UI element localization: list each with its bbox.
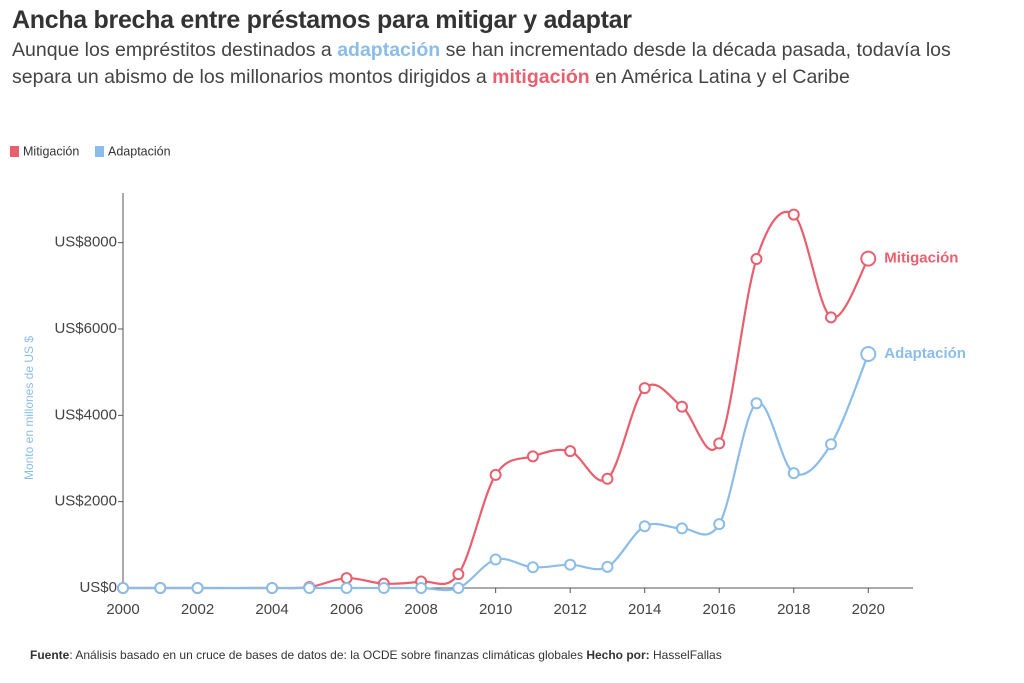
data-point	[526, 561, 539, 574]
data-point	[117, 582, 129, 594]
footer: Fuente: Análisis basado en un cruce de b…	[30, 648, 722, 662]
x-tick-label: 2000	[106, 601, 139, 618]
source-label: Fuente	[30, 648, 70, 662]
data-point	[713, 518, 726, 531]
data-point	[713, 437, 726, 450]
data-point	[564, 558, 577, 571]
y-tick-label: US$4000	[54, 406, 117, 423]
data-point	[266, 582, 279, 594]
data-point	[825, 438, 838, 451]
data-point	[415, 582, 428, 594]
legend-swatch	[95, 146, 104, 157]
subtitle-highlight: adaptación	[337, 39, 441, 61]
y-tick-label: US$2000	[54, 493, 117, 510]
end-label: Adaptación	[884, 345, 966, 362]
end-label: Mitigación	[884, 250, 958, 267]
legend-label: Mitigación	[23, 144, 79, 158]
credit-label: Hecho por:	[586, 648, 650, 662]
subtitle-text: en América Latina y el Caribe	[595, 66, 850, 88]
data-point	[787, 467, 800, 480]
y-tick-label: US$6000	[54, 320, 117, 337]
data-point	[489, 553, 502, 566]
data-point	[191, 582, 204, 594]
x-tick-label: 2014	[628, 601, 661, 618]
data-point	[564, 445, 577, 458]
x-tick-label: 2006	[330, 601, 363, 618]
data-point	[489, 468, 502, 481]
x-tick-label: 2002	[181, 601, 214, 618]
credit: HasselFallas	[653, 648, 722, 662]
subtitle-highlight: mitigación	[492, 66, 590, 88]
data-point	[638, 520, 651, 533]
x-tick-label: 2018	[777, 601, 810, 618]
data-point	[377, 582, 390, 594]
x-tick-label: 2016	[703, 601, 736, 618]
data-point	[154, 582, 167, 594]
x-tick-label: 2012	[553, 601, 586, 618]
x-tick-label: 2020	[852, 601, 885, 618]
data-point	[340, 572, 353, 585]
data-point	[526, 450, 539, 463]
y-tick-label: US$8000	[54, 234, 117, 251]
x-tick-label: 2010	[479, 601, 512, 618]
data-point	[601, 560, 614, 573]
source-text: : Análisis basado en un cruce de bases d…	[69, 648, 583, 662]
subtitle: Aunque los empréstitos destinados a adap…	[12, 37, 1012, 91]
header: Ancha brecha entre préstamos para mitiga…	[12, 6, 1012, 91]
x-tick-label: 2008	[404, 601, 437, 618]
legend-swatch	[10, 146, 19, 157]
data-point	[860, 250, 877, 267]
chart-title: Ancha brecha entre préstamos para mitiga…	[12, 6, 632, 34]
data-point	[303, 582, 316, 594]
data-point	[825, 311, 838, 324]
x-tick-label: 2004	[255, 601, 288, 618]
data-point	[675, 522, 688, 535]
y-tick-label: US$0	[79, 579, 117, 596]
data-point	[750, 253, 763, 266]
subtitle-text: se han incrementado desde la década pasa…	[12, 39, 951, 88]
data-point	[452, 568, 465, 581]
legend-label: Adaptación	[108, 144, 171, 158]
data-point	[787, 208, 800, 221]
data-point	[675, 400, 688, 413]
subtitle-text: Aunque los empréstitos destinados a	[12, 39, 332, 61]
y-axis-label: Monto en millones de US $	[22, 336, 36, 480]
data-point	[638, 382, 651, 395]
data-point	[601, 472, 614, 485]
data-point	[452, 582, 465, 594]
data-point	[750, 397, 763, 410]
data-point	[340, 582, 353, 594]
data-point	[860, 346, 877, 363]
